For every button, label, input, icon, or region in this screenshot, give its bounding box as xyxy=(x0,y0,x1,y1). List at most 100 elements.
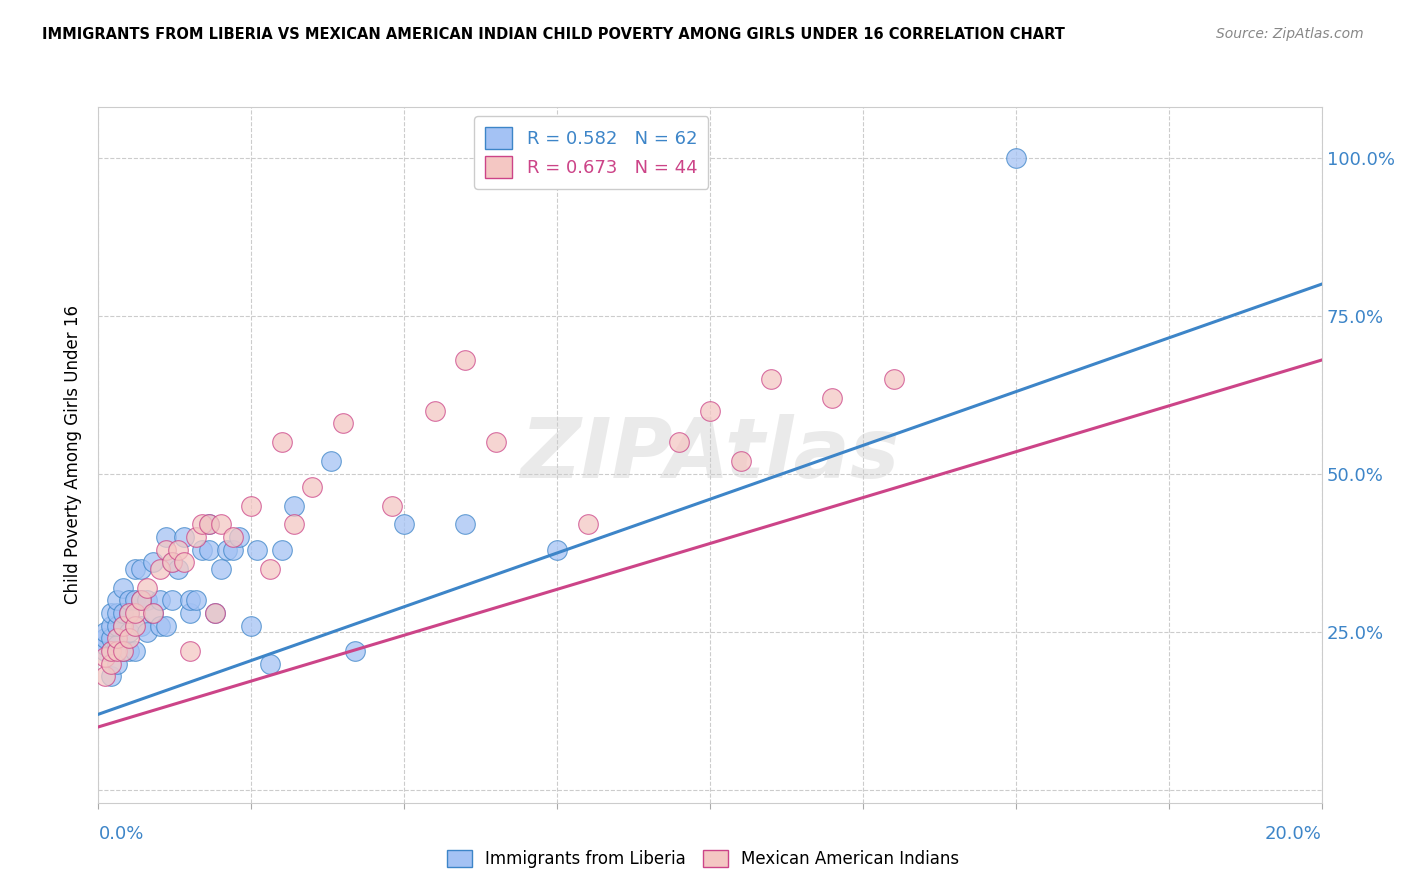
Immigrants from Liberia xyxy=(118,593,141,607)
Immigrants from Liberia xyxy=(215,542,238,557)
Immigrants from Liberia xyxy=(344,644,367,658)
Mexican American Indians xyxy=(197,517,219,532)
Mexican American Indians xyxy=(124,606,146,620)
Immigrants from Liberia xyxy=(124,644,146,658)
Immigrants from Liberia xyxy=(93,632,115,646)
Immigrants from Liberia xyxy=(246,542,269,557)
Mexican American Indians xyxy=(155,542,177,557)
Immigrants from Liberia xyxy=(186,593,208,607)
Immigrants from Liberia xyxy=(167,562,190,576)
Mexican American Indians xyxy=(111,618,134,632)
Mexican American Indians xyxy=(301,479,323,493)
Immigrants from Liberia xyxy=(100,606,122,620)
Immigrants from Liberia xyxy=(160,593,183,607)
Immigrants from Liberia xyxy=(160,556,183,570)
Immigrants from Liberia xyxy=(142,556,165,570)
Mexican American Indians xyxy=(93,669,115,683)
Mexican American Indians xyxy=(485,435,508,450)
Immigrants from Liberia xyxy=(111,644,134,658)
Mexican American Indians xyxy=(100,657,122,671)
Immigrants from Liberia xyxy=(100,618,122,632)
Mexican American Indians xyxy=(136,581,159,595)
Mexican American Indians xyxy=(160,556,183,570)
Immigrants from Liberia xyxy=(149,618,172,632)
Mexican American Indians xyxy=(105,644,128,658)
Mexican American Indians xyxy=(381,499,404,513)
Y-axis label: Child Poverty Among Girls Under 16: Child Poverty Among Girls Under 16 xyxy=(65,305,83,605)
Immigrants from Liberia xyxy=(155,618,177,632)
Mexican American Indians xyxy=(222,530,245,544)
Immigrants from Liberia xyxy=(197,517,219,532)
Immigrants from Liberia xyxy=(105,638,128,652)
Immigrants from Liberia xyxy=(179,606,201,620)
Immigrants from Liberia xyxy=(1004,151,1026,165)
Mexican American Indians xyxy=(270,435,292,450)
Immigrants from Liberia xyxy=(105,606,128,620)
Text: Source: ZipAtlas.com: Source: ZipAtlas.com xyxy=(1216,27,1364,41)
Mexican American Indians xyxy=(332,417,354,431)
Text: ZIPAtlas: ZIPAtlas xyxy=(520,415,900,495)
Immigrants from Liberia xyxy=(124,593,146,607)
Mexican American Indians xyxy=(191,517,214,532)
Mexican American Indians xyxy=(730,454,752,468)
Immigrants from Liberia xyxy=(259,657,281,671)
Immigrants from Liberia xyxy=(191,542,214,557)
Mexican American Indians xyxy=(204,606,226,620)
Immigrants from Liberia xyxy=(392,517,416,532)
Immigrants from Liberia xyxy=(93,644,115,658)
Immigrants from Liberia xyxy=(283,499,305,513)
Immigrants from Liberia xyxy=(136,593,159,607)
Mexican American Indians xyxy=(283,517,305,532)
Immigrants from Liberia xyxy=(100,669,122,683)
Text: IMMIGRANTS FROM LIBERIA VS MEXICAN AMERICAN INDIAN CHILD POVERTY AMONG GIRLS UND: IMMIGRANTS FROM LIBERIA VS MEXICAN AMERI… xyxy=(42,27,1066,42)
Immigrants from Liberia xyxy=(105,593,128,607)
Mexican American Indians xyxy=(699,403,721,417)
Immigrants from Liberia xyxy=(228,530,250,544)
Mexican American Indians xyxy=(454,353,477,368)
Immigrants from Liberia xyxy=(124,562,146,576)
Immigrants from Liberia xyxy=(111,581,134,595)
Mexican American Indians xyxy=(124,618,146,632)
Mexican American Indians xyxy=(240,499,263,513)
Mexican American Indians xyxy=(111,644,134,658)
Immigrants from Liberia xyxy=(93,638,115,652)
Immigrants from Liberia xyxy=(173,530,195,544)
Immigrants from Liberia xyxy=(100,632,122,646)
Mexican American Indians xyxy=(118,606,141,620)
Immigrants from Liberia xyxy=(105,657,128,671)
Immigrants from Liberia xyxy=(111,606,134,620)
Mexican American Indians xyxy=(423,403,446,417)
Mexican American Indians xyxy=(186,530,208,544)
Immigrants from Liberia xyxy=(142,606,165,620)
Mexican American Indians xyxy=(105,632,128,646)
Text: 0.0%: 0.0% xyxy=(98,825,143,843)
Immigrants from Liberia xyxy=(93,625,115,640)
Immigrants from Liberia xyxy=(319,454,342,468)
Immigrants from Liberia xyxy=(129,618,152,632)
Immigrants from Liberia xyxy=(270,542,292,557)
Immigrants from Liberia xyxy=(149,593,172,607)
Immigrants from Liberia xyxy=(546,542,568,557)
Immigrants from Liberia xyxy=(222,542,245,557)
Text: 20.0%: 20.0% xyxy=(1265,825,1322,843)
Immigrants from Liberia xyxy=(111,618,134,632)
Immigrants from Liberia xyxy=(136,625,159,640)
Legend: R = 0.582   N = 62, R = 0.673   N = 44: R = 0.582 N = 62, R = 0.673 N = 44 xyxy=(474,116,709,189)
Immigrants from Liberia xyxy=(454,517,477,532)
Mexican American Indians xyxy=(668,435,690,450)
Immigrants from Liberia xyxy=(155,530,177,544)
Immigrants from Liberia xyxy=(100,644,122,658)
Mexican American Indians xyxy=(179,644,201,658)
Immigrants from Liberia xyxy=(118,644,141,658)
Immigrants from Liberia xyxy=(209,562,232,576)
Mexican American Indians xyxy=(93,650,115,665)
Mexican American Indians xyxy=(100,644,122,658)
Immigrants from Liberia xyxy=(118,625,141,640)
Mexican American Indians xyxy=(167,542,190,557)
Mexican American Indians xyxy=(118,632,141,646)
Mexican American Indians xyxy=(149,562,172,576)
Immigrants from Liberia xyxy=(204,606,226,620)
Mexican American Indians xyxy=(759,372,782,386)
Legend: Immigrants from Liberia, Mexican American Indians: Immigrants from Liberia, Mexican America… xyxy=(440,843,966,875)
Immigrants from Liberia xyxy=(197,542,219,557)
